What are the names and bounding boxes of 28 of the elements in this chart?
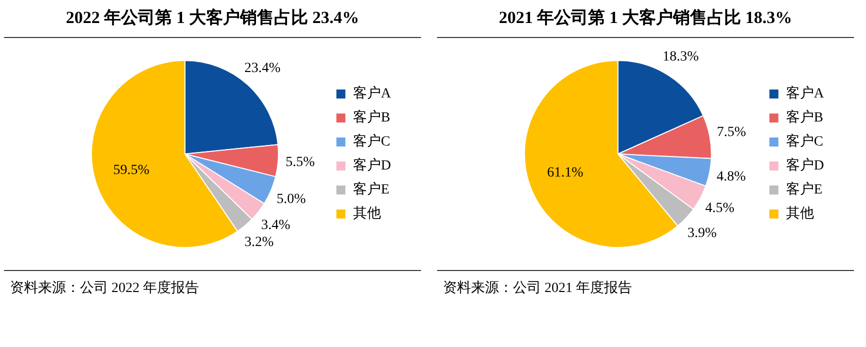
- data-label: 5.5%: [286, 155, 316, 170]
- legend-label: 客户D: [786, 158, 824, 174]
- data-label: 3.4%: [261, 218, 291, 234]
- legend-label: 客户E: [786, 182, 822, 198]
- legend-label: 客户A: [786, 86, 825, 102]
- data-label: 4.5%: [705, 201, 735, 216]
- chart-title: 2021 年公司第 1 大客户销售占比 18.3%: [437, 0, 854, 38]
- data-label: 5.0%: [276, 192, 306, 207]
- data-label: 18.3%: [662, 50, 700, 65]
- legend-label: 客户E: [352, 182, 390, 198]
- data-label: 4.8%: [716, 170, 746, 185]
- legend-label: 其他: [352, 206, 381, 222]
- data-label: 59.5%: [113, 163, 150, 178]
- data-label: 23.4%: [244, 61, 281, 76]
- legend-label: 客户B: [352, 110, 390, 126]
- legend-label: 客户A: [352, 86, 392, 102]
- legend-label: 客户C: [786, 134, 824, 150]
- data-label: 3.2%: [244, 235, 274, 250]
- text: 资料来源：公司 2022 年度报告: [4, 270, 421, 307]
- data-label: 7.5%: [716, 125, 746, 140]
- data-label: 61.1%: [547, 166, 584, 181]
- legend-label: 客户B: [786, 110, 824, 126]
- chart-title: 2022 年公司第 1 大客户销售占比 23.4%: [4, 0, 421, 38]
- data-label: 3.9%: [687, 226, 717, 241]
- legend-label: 其他: [786, 206, 814, 222]
- legend-label: 客户C: [352, 134, 390, 150]
- text: 资料来源：公司 2021 年度报告: [437, 270, 854, 307]
- legend-label: 客户D: [352, 158, 392, 174]
